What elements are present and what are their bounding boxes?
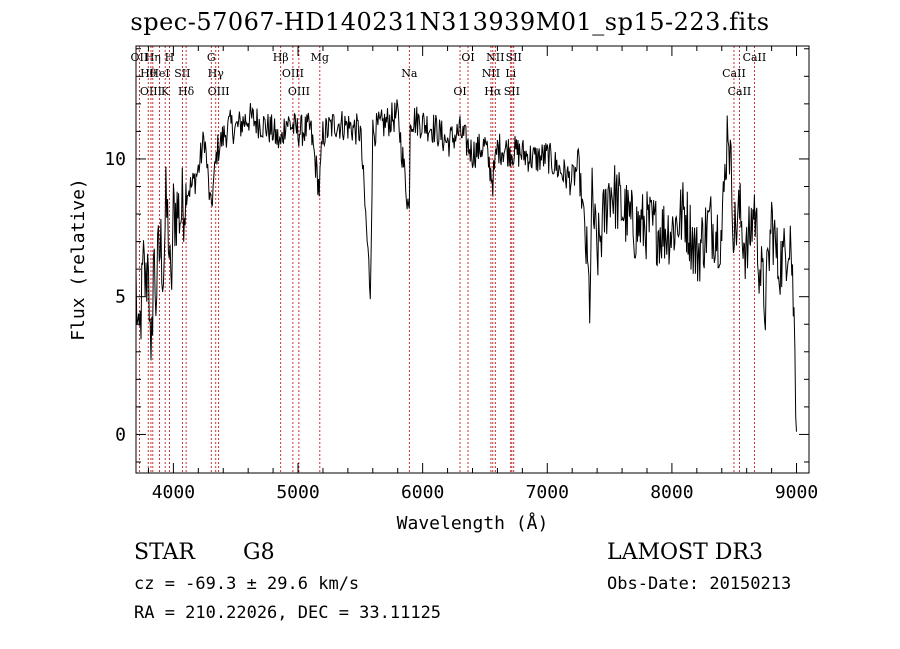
line-id-label: SII — [504, 85, 520, 98]
line-id-label: NII — [486, 51, 504, 64]
line-id-label: OI — [453, 85, 466, 98]
line-id-label: OIII — [282, 67, 304, 80]
line-id-label: K — [161, 85, 170, 98]
line-id-label: SII — [506, 51, 522, 64]
line-id-label: OIII — [208, 85, 230, 98]
line-id-labels: OII Hθ OIII Hη HeI K H SII Hδ G Hγ OIII Hβ OIII OIII Mg… — [131, 51, 767, 98]
line-id-label: CaII — [722, 67, 746, 80]
y-tick-label: 0 — [115, 424, 126, 445]
x-tick-label: 5000 — [276, 482, 319, 503]
line-id-label: NII — [482, 67, 500, 80]
line-id-label: Mg — [311, 51, 329, 64]
chart-title: spec-57067-HD140231N313939M01_sp15-223.f… — [130, 8, 770, 36]
line-id-label: Hη — [145, 51, 161, 64]
line-id-label: Hγ — [208, 67, 225, 80]
line-id-label: HeI — [149, 67, 169, 80]
y-tick-label: 10 — [104, 149, 126, 170]
line-id-label: G — [207, 51, 216, 64]
coordinates-text: RA = 210.22026, DEC = 33.11125 — [134, 603, 442, 623]
line-id-label: Hδ — [178, 85, 195, 98]
line-id-label: H — [165, 51, 175, 64]
spectrum-series — [135, 99, 797, 432]
line-id-label: Hθ — [140, 67, 157, 80]
obs-date-text: Obs-Date: 20150213 — [607, 574, 792, 594]
y-tick-label: 5 — [115, 287, 126, 308]
line-id-label: Hα — [484, 85, 502, 98]
line-id-label: OII — [131, 51, 149, 64]
object-subclass: G8 — [243, 540, 275, 565]
line-id-label: SII — [174, 67, 190, 80]
line-id-label: Na — [401, 67, 418, 80]
x-tick-label: 6000 — [401, 482, 444, 503]
line-id-label: CaII — [728, 85, 752, 98]
x-tick-label: 7000 — [526, 482, 569, 503]
line-id-label: CaII — [743, 51, 767, 64]
line-id-label: Li — [505, 67, 516, 80]
redshift-text: cz = -69.3 ± 29.6 km/s — [134, 574, 360, 594]
survey-name: LAMOST DR3 — [607, 540, 763, 565]
line-id-label: OIII — [288, 85, 310, 98]
x-axis-label: Wavelength (Å) — [397, 512, 549, 534]
line-id-markers — [138, 46, 755, 473]
spectrum-line — [135, 99, 797, 432]
x-tick-label: 8000 — [650, 482, 693, 503]
line-id-label: Hβ — [273, 51, 289, 64]
x-tick-label: 9000 — [775, 482, 818, 503]
plot-frame — [135, 45, 810, 474]
axis-ticks: 4000 5000 6000 7000 8000 9000 0 5 10 — [104, 46, 818, 503]
y-axis-label: Flux (relative) — [68, 178, 89, 341]
line-id-label: OIII — [140, 85, 162, 98]
line-id-label: OI — [461, 51, 474, 64]
x-tick-label: 4000 — [152, 482, 195, 503]
object-class: STAR — [134, 540, 195, 565]
